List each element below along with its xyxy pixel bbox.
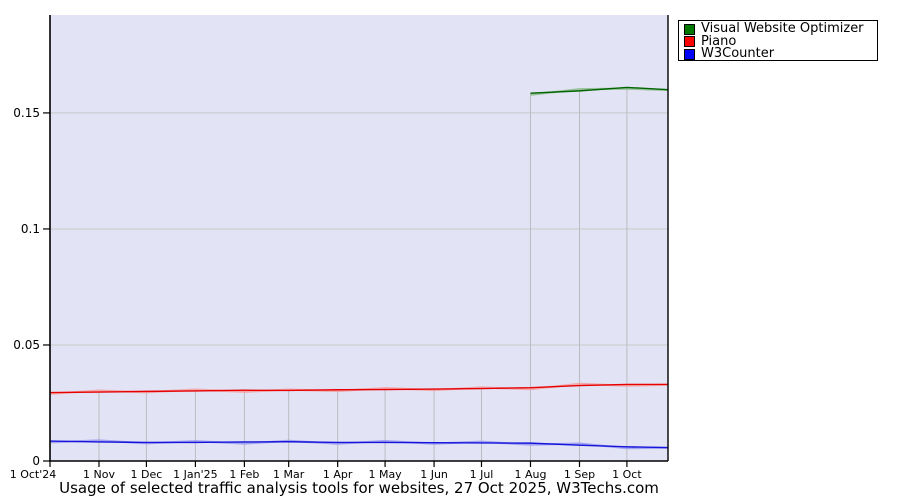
x-tick-label: 1 Jan'25 <box>173 468 217 481</box>
legend-label: Visual Website Optimizer <box>701 21 864 36</box>
legend-item-visual-website-optimizer: Visual Website Optimizer <box>684 21 877 36</box>
x-tick-label: 1 May <box>368 468 402 481</box>
x-tick-label: 1 Nov <box>83 468 115 481</box>
x-tick-label: 1 Feb <box>229 468 259 481</box>
x-tick-label: 1 Oct <box>612 468 642 481</box>
x-tick-label: 1 Oct'24 <box>10 468 57 481</box>
y-tick-label: 0.1 <box>21 222 40 236</box>
legend-label: W3Counter <box>701 46 775 61</box>
y-tick-label: 0.15 <box>13 106 40 120</box>
legend-box: Visual Website Optimizer Piano W3Counter <box>678 20 878 61</box>
series-line <box>530 86 669 94</box>
legend-item-piano: Piano <box>684 33 877 49</box>
x-tick-label: 1 Mar <box>273 468 305 481</box>
x-tick-label: 1 Dec <box>131 468 163 481</box>
y-tick-label: 0.05 <box>13 338 40 352</box>
series-line <box>49 440 669 449</box>
series-line <box>49 383 668 394</box>
legend-label: Piano <box>701 33 737 49</box>
x-tick-label: 1 Apr <box>323 468 353 481</box>
legend-item-w3counter: W3Counter <box>684 46 877 61</box>
x-tick-label: 1 Jul <box>470 468 494 481</box>
legend-swatch-blue-icon <box>684 48 695 60</box>
x-tick-label: 1 Sep <box>564 468 595 481</box>
legend-swatch-green-icon <box>684 23 695 35</box>
chart-title: Usage of selected traffic analysis tools… <box>59 479 659 497</box>
y-tick-label: 0 <box>32 454 40 468</box>
x-tick-label: 1 Aug <box>514 468 546 481</box>
plot-area <box>50 15 668 461</box>
legend-swatch-red-icon <box>684 36 695 48</box>
x-tick-label: 1 Jun <box>420 468 448 481</box>
